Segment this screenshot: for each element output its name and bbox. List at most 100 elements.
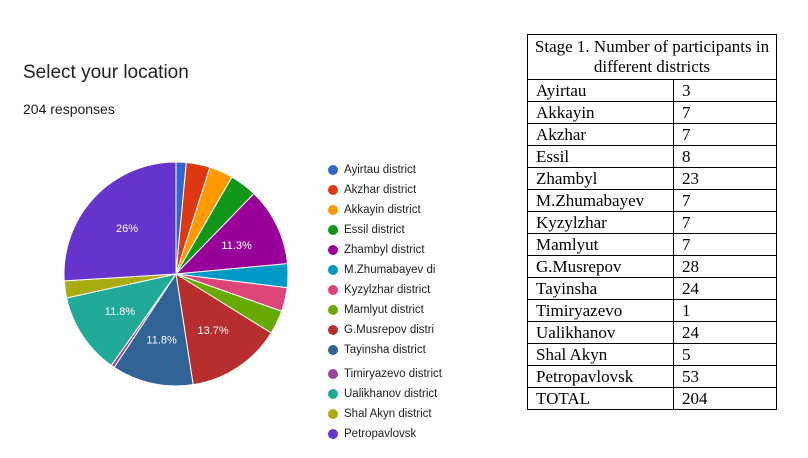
legend-swatch-icon (328, 305, 338, 315)
participant-count-cell: 24 (673, 321, 777, 344)
legend-item[interactable]: Timiryazevo district (328, 364, 446, 384)
pie-percent-label: 11.3% (221, 240, 252, 252)
district-name-cell: Mamlyut (527, 233, 674, 256)
pie-percent-label: 11.8% (105, 306, 136, 318)
participant-count-cell: 8 (673, 145, 777, 168)
pie-slice-petropavlovsk[interactable] (63, 161, 177, 282)
table-title: Stage 1. Number of participants in diffe… (527, 34, 777, 80)
participants-table: Stage 1. Number of participants in diffe… (527, 34, 777, 410)
legend-item[interactable]: Mamlyut district (328, 300, 446, 320)
participant-count-cell: 204 (673, 387, 777, 410)
district-name-cell: Ayirtau (527, 79, 674, 102)
participant-count-cell: 5 (673, 343, 777, 366)
legend-label: Timiryazevo district (344, 368, 442, 380)
table-row: Zhambyl 23 (527, 167, 777, 190)
pie-slice-zhambyl-district[interactable] (174, 192, 289, 275)
legend-label: Shal Akyn district (344, 408, 432, 420)
legend-item[interactable]: G.Musrepov distri (328, 320, 446, 340)
table-row: Kyzylzhar 7 (527, 211, 777, 234)
legend-label: G.Musrepov distri (344, 324, 435, 336)
participant-count-cell: 7 (673, 211, 777, 234)
pie-slice-ualikhanov-district[interactable] (65, 273, 178, 367)
table-row: G.Musrepov 28 (527, 255, 777, 278)
table-body: Ayirtau 3 Akkayin 7 Akzhar 7 Essil 8 Zhambyl 23 M.… (527, 79, 777, 410)
legend-label: Petropavlovsk (344, 428, 417, 440)
legend-label: M.Zhumabayev di (344, 264, 436, 276)
table-row: Shal Akyn 5 (527, 343, 777, 366)
district-name-cell: Petropavlovsk (527, 365, 674, 388)
legend-item[interactable]: Zhambyl district (328, 240, 446, 260)
legend-item[interactable]: Shal Akyn district (328, 404, 446, 424)
chart-legend: Ayirtau district Akzhar district Akkayin d… (328, 160, 446, 444)
legend-swatch-icon (328, 369, 338, 379)
district-name-cell: M.Zhumabayev (527, 189, 674, 212)
legend-swatch-icon (328, 165, 338, 175)
district-name-cell: Tayinsha (527, 277, 674, 300)
legend-item[interactable]: Ualikhanov district (328, 384, 446, 404)
legend-item[interactable]: M.Zhumabayev di (328, 260, 446, 280)
legend-label: Akzhar district (344, 184, 417, 196)
legend-swatch-icon (328, 389, 338, 399)
table-row: M.Zhumabayev 7 (527, 189, 777, 212)
district-name-cell: Ualikhanov (527, 321, 674, 344)
legend-swatch-icon (328, 265, 338, 275)
pie-percent-label: 13.7% (198, 325, 229, 337)
table-row: Ayirtau 3 (527, 79, 777, 102)
pie-percent-label: 26% (116, 223, 138, 235)
table-row: Akzhar 7 (527, 123, 777, 146)
participant-count-cell: 24 (673, 277, 777, 300)
participant-count-cell: 53 (673, 365, 777, 388)
participant-count-cell: 1 (673, 299, 777, 322)
legend-item[interactable]: Essil district (328, 220, 446, 240)
table-row: Timiryazevo 1 (527, 299, 777, 322)
district-name-cell: Kyzylzhar (527, 211, 674, 234)
table-header-row: Stage 1. Number of participants in diffe… (527, 34, 777, 80)
table-row: Essil 8 (527, 145, 777, 168)
pie-slice-tayinsha-district[interactable] (113, 272, 194, 387)
legend-label: Ualikhanov district (344, 388, 438, 400)
pie-percent-label: 11.8% (146, 335, 177, 347)
district-name-cell: Zhambyl (527, 167, 674, 190)
legend-item[interactable]: Tayinsha district (328, 340, 446, 360)
participant-count-cell: 7 (673, 101, 777, 124)
participant-count-cell: 23 (673, 167, 777, 190)
district-name-cell: TOTAL (527, 387, 674, 410)
table-row: TOTAL 204 (527, 387, 777, 410)
legend-swatch-icon (328, 225, 338, 235)
participant-count-cell: 3 (673, 79, 777, 102)
table-row: Ualikhanov 24 (527, 321, 777, 344)
legend-swatch-icon (328, 409, 338, 419)
legend-item[interactable]: Akzhar district (328, 180, 446, 200)
legend-swatch-icon (328, 325, 338, 335)
legend-label: Akkayin district (344, 204, 421, 216)
legend-swatch-icon (328, 185, 338, 195)
district-name-cell: Essil (527, 145, 674, 168)
table-row: Akkayin 7 (527, 101, 777, 124)
legend-label: Essil district (344, 224, 405, 236)
legend-label: Tayinsha district (344, 344, 426, 356)
district-name-cell: G.Musrepov (527, 255, 674, 278)
pie-slice-g-musrepov-distri[interactable] (175, 273, 272, 386)
form-title: Select your location (23, 62, 189, 83)
district-name-cell: Akkayin (527, 101, 674, 124)
legend-item[interactable]: Kyzylzhar district (328, 280, 446, 300)
legend-item[interactable]: Akkayin district (328, 200, 446, 220)
legend-label: Mamlyut district (344, 304, 424, 316)
legend-swatch-icon (328, 285, 338, 295)
district-name-cell: Akzhar (527, 123, 674, 146)
legend-label: Zhambyl district (344, 244, 425, 256)
legend-swatch-icon (328, 205, 338, 215)
response-count: 204 responses (23, 101, 115, 117)
district-name-cell: Timiryazevo (527, 299, 674, 322)
legend-label: Ayirtau district (344, 164, 417, 176)
table-row: Tayinsha 24 (527, 277, 777, 300)
participant-count-cell: 28 (673, 255, 777, 278)
legend-item[interactable]: Ayirtau district (328, 160, 446, 180)
table-row: Petropavlovsk 53 (527, 365, 777, 388)
legend-swatch-icon (328, 345, 338, 355)
legend-label: Kyzylzhar district (344, 284, 431, 296)
legend-item[interactable]: Petropavlovsk (328, 424, 446, 444)
legend-swatch-icon (328, 245, 338, 255)
participant-count-cell: 7 (673, 123, 777, 146)
pie-chart: 11.3% 13.7% 11.8% 11.8% 26% (63, 161, 289, 387)
